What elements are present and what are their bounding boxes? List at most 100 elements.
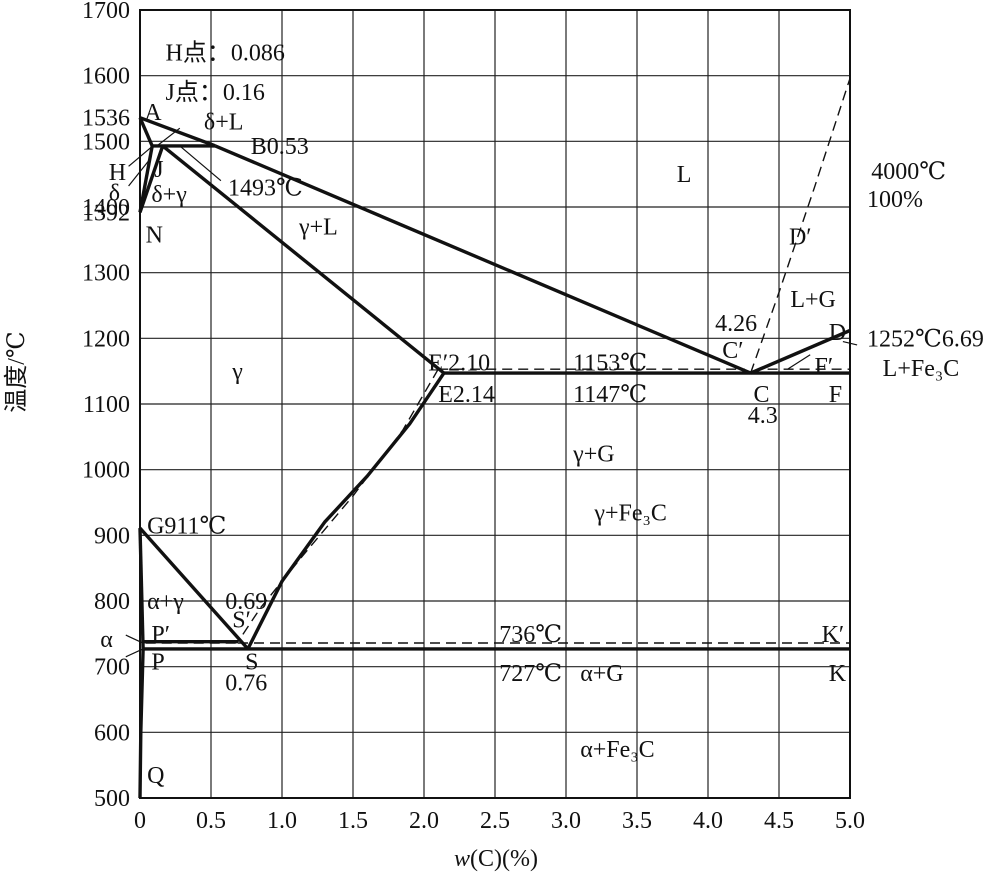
phase-line-liquidus-CD [749,328,851,375]
phase-line-solidus-AH [138,117,154,147]
x-tick-label: 3.0 [551,808,581,834]
x-tick-label: 2.5 [480,808,510,834]
dashed-lines [145,78,851,644]
leader-line [128,145,154,167]
phase-line-liquidus-AB [139,116,216,148]
diagram-label: 1153℃ [573,351,647,377]
y-tick-label: 700 [94,655,130,681]
diagram-label: δ+L [204,110,244,136]
diagram-label: F [829,382,842,408]
diagram-label: L [677,162,692,188]
diagram-label: D [829,320,846,346]
y-tick-label: 600 [94,720,130,746]
diagram-label: 1252℃6.69 [867,326,984,352]
diagram-label: 4.26 [715,311,757,337]
phase-line-liquidus-BC [214,144,752,375]
diagram-label: C′ [722,338,743,364]
x-tick-label: 4.0 [693,808,723,834]
diagram-label: J点：0.16 [166,79,265,106]
leader-line [156,127,181,147]
dashed-line-E-prime-S-prime [237,368,439,643]
x-tick-labels: 0 0.5 1.0 1.5 2.0 2.5 3.0 3.5 4.0 4.5 5.0 [134,808,865,834]
phase-line-solvus-PQ [138,648,145,799]
y-tick-label-special: 1536 [82,106,130,132]
diagram-label: K′ [822,622,845,648]
phase-line-solidus-JE [161,144,445,375]
x-tick-label: 1.5 [338,808,368,834]
diagram-label: K [829,661,847,687]
diagram-label: γ+L [298,215,338,241]
y-axis-title: 温度/℃ [3,331,30,413]
diagram-label: J [154,157,163,183]
diagram-label: E2.14 [438,382,495,408]
y-tick-label: 1400 [82,195,130,221]
y-tick-label: 1100 [83,392,130,418]
diagram-label: 0.69 [225,589,267,615]
diagram-label: F′ [815,354,834,380]
leader-line [128,160,149,187]
diagram-label: N [146,223,163,249]
diagram-label: α+γ [147,589,184,615]
y-tick-label: 1500 [82,129,130,155]
x-tick-label: 4.5 [764,808,794,834]
y-tick-label: 1700 [82,0,130,24]
plot-frame [139,9,851,799]
y-tick-label: 500 [94,786,130,812]
diagram-label: G911℃ [147,513,226,539]
diagram-label: γ+Fe₃C [593,500,667,526]
diagram-label: α [100,627,113,653]
solid-lines [138,116,851,799]
x-tick-label: 1.0 [267,808,297,834]
diagram-label: P [151,649,164,675]
x-axis-title: w(C)(%) [454,846,538,872]
y-tick-label: 1300 [82,261,130,287]
phase-line-line-JN [138,145,165,213]
y-tick-labels: 5006007008009001000110012001300140015001… [82,0,130,812]
x-tick-label: 5.0 [835,808,865,834]
y-tick-label-special: 1392 [82,200,130,226]
x-tick-label: 3.5 [622,808,652,834]
diagram-label: δ+γ [151,182,187,208]
diagram-label: 0.76 [225,670,267,696]
leader-line [787,354,811,370]
diagram-label: S′ [232,607,251,633]
leader-line [125,634,145,645]
leader-line [842,341,858,346]
diagram-label: 1493℃ [228,175,303,201]
diagram-label: 736℃ [499,622,562,648]
diagram-label: D′ [789,225,812,251]
diagram-label: H点：0.086 [166,40,285,67]
phase-line-acm-ES [246,372,446,650]
x-tick-label: 0 [134,808,146,834]
plot-border [139,9,851,799]
diagram-label: P′ [151,622,170,648]
diagram-label: A [144,100,162,126]
diagram-label: δ [109,181,120,207]
diagram-label: C [753,382,769,408]
diagram-label: 1147℃ [573,382,647,408]
diagram-label: B0.53 [251,134,309,160]
diagram-label: γ+G [572,441,614,467]
diagram-label: 100% [867,187,923,213]
y-tick-label: 1200 [82,326,130,352]
region-labels: H点：0.086 J点：0.16A δ+L B0.53 H J 1493℃ δ δ+γ N γ+L L… [100,40,984,789]
phase-line-a3-GS [138,526,250,651]
x-tick-label: 2.0 [409,808,439,834]
diagram-label: L+G [790,287,836,313]
diagram-label: 727℃ [499,661,562,687]
x-tick-label: 0.5 [196,808,226,834]
diagram-label: S [245,649,258,675]
diagram-label: 4.3 [748,403,778,429]
diagram-label: α+G [580,661,623,687]
diagram-label: E′2.10 [428,351,490,377]
y-tick-label: 800 [94,589,130,615]
diagram-label: α+Fe₃C [580,737,654,763]
leader-line [125,647,145,658]
y-tick-label: 900 [94,523,130,549]
y-tick-label: 1600 [82,64,130,90]
diagram-label: H [109,160,126,186]
phase-line-line-GP [138,528,145,649]
leader-lines [125,127,858,658]
diagram-label: γ [231,359,243,385]
